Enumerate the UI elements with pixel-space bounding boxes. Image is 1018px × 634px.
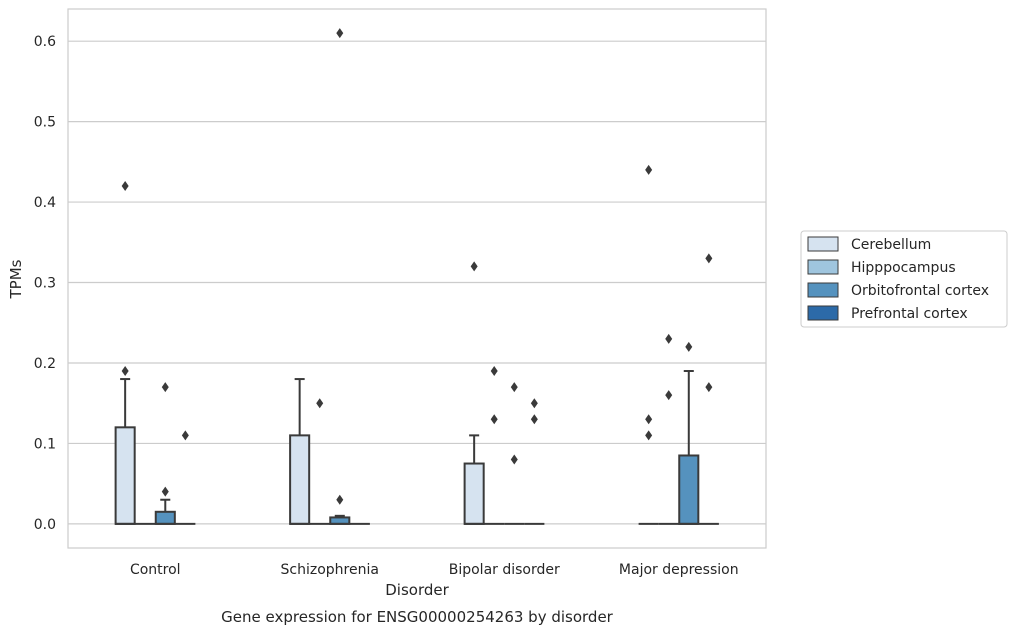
outlier-point	[121, 366, 129, 377]
box-cerebellum	[638, 164, 659, 525]
legend-frame	[800, 230, 1008, 328]
x-tick-label: Schizophrenia	[281, 562, 379, 578]
box-body	[463, 462, 485, 525]
legend-label: Hipppocampus	[851, 260, 956, 276]
outlier-point	[510, 454, 518, 465]
box-prefrontal-cortex	[175, 430, 196, 525]
outlier-point	[336, 28, 344, 39]
y-tick-label: 0.3	[34, 276, 56, 292]
legend-swatch	[807, 305, 839, 321]
outlier-point	[161, 486, 169, 497]
box-prefrontal-cortex	[524, 398, 545, 525]
box-cerebellum	[463, 261, 485, 525]
outlier-point	[490, 414, 498, 425]
outlier-point	[470, 261, 478, 272]
outlier-point	[510, 382, 518, 393]
box-orbitofrontal-cortex	[329, 28, 351, 525]
legend-label: Cerebellum	[851, 237, 931, 253]
legend-label: Orbitofrontal cortex	[851, 283, 989, 299]
box-orbitofrontal-cortex	[154, 382, 176, 525]
y-tick-labels: 0.0 0.1 0.2 0.3 0.4 0.5 0.6	[34, 34, 56, 533]
y-tick-label: 0.1	[34, 436, 56, 452]
outlier-point	[645, 430, 653, 441]
outlier-point	[181, 430, 189, 441]
legend-swatch	[807, 259, 839, 275]
outlier-point	[645, 164, 653, 175]
box-orbitofrontal-cortex	[678, 341, 700, 525]
outlier-point	[530, 398, 538, 409]
outlier-point	[121, 180, 129, 191]
legend-entries: Cerebellum Hipppocampus Orbitofrontal cort…	[807, 236, 989, 322]
box-cerebellum	[114, 180, 136, 525]
outlier-point	[705, 382, 713, 393]
y-axis-label: TPMs	[7, 259, 25, 299]
box-hipppocampus	[658, 333, 679, 525]
legend-swatch	[807, 236, 839, 252]
x-axis-label: Disorder	[385, 581, 449, 599]
box-body	[114, 426, 136, 525]
legend: Cerebellum Hipppocampus Orbitofrontal cort…	[800, 230, 1008, 328]
outlier-point	[705, 253, 713, 264]
box-layer	[114, 28, 719, 525]
x-tick-labels: Control Schizophrenia Bipolar disorder Majo…	[130, 562, 739, 578]
outlier-point	[530, 414, 538, 425]
outlier-point	[161, 382, 169, 393]
y-tick-label: 0.6	[34, 34, 56, 50]
box-orbitofrontal-cortex	[504, 382, 525, 525]
outlier-point	[645, 414, 653, 425]
legend-swatch	[807, 282, 839, 298]
box-cerebellum	[289, 378, 311, 525]
plot-frame	[67, 8, 767, 549]
box-body	[154, 510, 176, 525]
outlier-point	[685, 341, 693, 352]
y-tick-label: 0.0	[34, 517, 56, 533]
outlier-point	[336, 494, 344, 505]
x-tick-label: Bipolar disorder	[449, 562, 560, 578]
outlier-point	[490, 366, 498, 377]
legend-label: Prefrontal cortex	[851, 306, 968, 322]
x-tick-label: Control	[130, 562, 181, 578]
plot-background	[68, 9, 766, 548]
box-hipppocampus	[309, 398, 330, 525]
outlier-point	[665, 333, 673, 344]
outlier-point	[316, 398, 324, 409]
chart-caption: Gene expression for ENSG00000254263 by d…	[221, 608, 614, 626]
y-tick-label: 0.4	[34, 195, 56, 211]
outlier-point	[665, 390, 673, 401]
box-prefrontal-cortex	[698, 253, 719, 525]
box-hipppocampus	[484, 366, 505, 525]
box-body	[678, 454, 700, 525]
grid-lines	[68, 40, 766, 525]
box-body	[289, 434, 311, 525]
y-tick-label: 0.5	[34, 115, 56, 131]
x-tick-label: Major depression	[619, 562, 739, 578]
y-tick-label: 0.2	[34, 356, 56, 372]
